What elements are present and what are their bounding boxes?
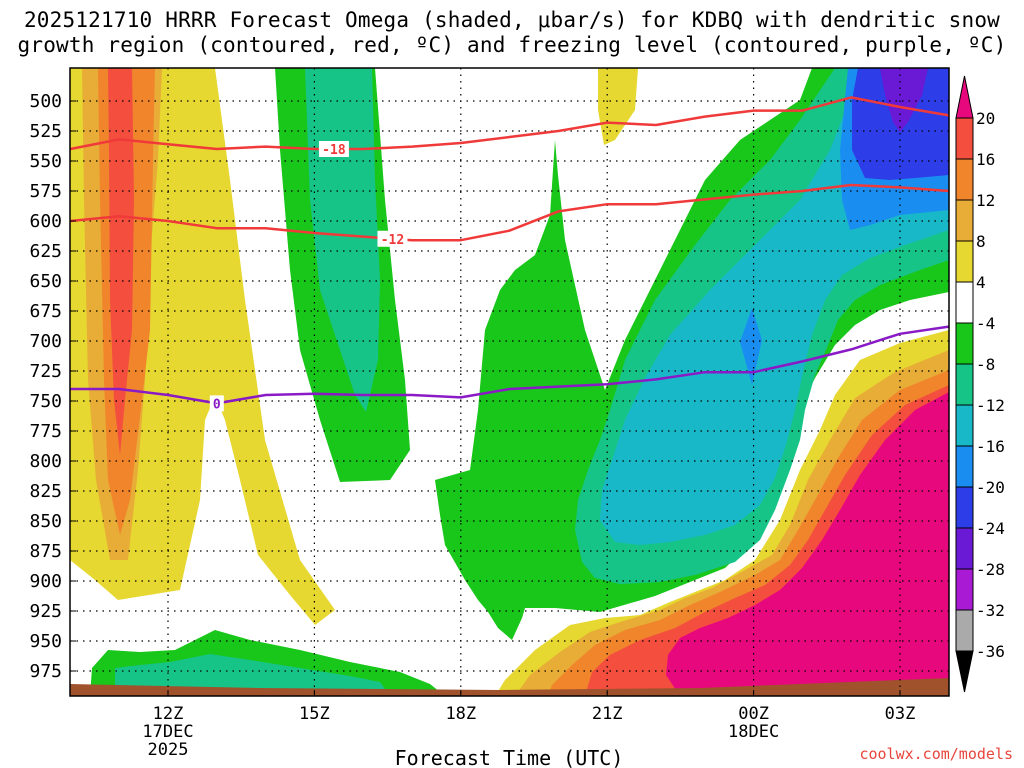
colorbar-label: 4 [976,273,986,292]
colorbar-swatch [955,281,974,324]
colorbar-swatch-bottom [955,650,974,693]
colorbar-swatch [955,199,974,242]
y-tick-label: 750 [29,391,62,412]
y-tick-label: 825 [29,481,62,502]
omega-region-minus16-minus20-spot [740,308,762,385]
y-tick-label: 700 [29,331,62,352]
colorbar-swatch [955,404,974,447]
colorbar-label: -24 [976,519,1005,538]
contour-label-background [318,141,349,157]
colorbar-swatch [955,240,974,283]
colorbar-label: -8 [976,355,995,374]
contour-dgz-minus18 [70,96,949,151]
x-tick-label: 15Z [299,704,330,724]
colorbar-label: 8 [976,232,986,251]
colorbar-label: 20 [976,109,995,128]
contour-label-background [377,230,408,247]
colorbar-swatch [955,158,974,201]
omega-region-minus8-minus12-bottom [115,654,390,696]
y-tick-label: 925 [29,601,62,622]
grid-lines [70,68,949,696]
colorbar-swatch [955,568,974,611]
y-tick-label: 550 [29,151,62,172]
x-tick-label: 03Z [885,704,916,724]
ground-surface [70,678,949,696]
y-tick-label: 500 [29,91,62,112]
y-tick-label: 950 [29,631,62,652]
colorbar-label: 16 [976,150,995,169]
x-tick-label: 12Z [153,704,184,724]
y-axis: 500 525 550 575 600 625 650 675 700 725 750 775 800 8… [29,91,76,682]
colorbar-label: -32 [976,601,1005,620]
colorbar-swatch [955,486,974,529]
colorbar-label: 12 [976,191,995,210]
y-tick-label: 800 [29,451,62,472]
omega-region-gt20-lower-right [666,392,949,696]
chart-title-line2: growth region (contoured, red, ºC) and f… [17,33,1007,57]
colorbar-label: -20 [976,478,1005,497]
contour-label-freezing-level: 0 [213,397,221,412]
colorbar-swatch [955,445,974,488]
colorbar-label: -16 [976,437,1005,456]
chart-title-line1: 2025121710 HRRR Forecast Omega (shaded, … [23,8,1001,32]
colorbar-swatch [955,609,974,652]
x-tick-date-label: 17DEC [142,722,193,742]
y-tick-label: 525 [29,121,62,142]
colorbar-swatch [955,117,974,160]
colorbar-swatch [955,322,974,365]
y-tick-label: 650 [29,271,62,292]
y-tick-label: 675 [29,301,62,322]
y-tick-label: 625 [29,241,62,262]
y-tick-label: 725 [29,361,62,382]
y-tick-label: 975 [29,661,62,682]
contour-layer: -18 -12 0 [70,96,949,412]
y-tick-label: 900 [29,571,62,592]
colorbar-legend: 20 16 12 8 4 -4 -8 -12 -16 -20 -24 -28 -32 -36 [955,75,1005,693]
credit-text: coolwx.com/models [859,745,1013,763]
colorbar-swatch-top [955,75,974,119]
omega-region-4-8-top [598,68,638,145]
x-axis-title: Forecast Time (UTC) [395,746,624,768]
y-tick-label: 850 [29,511,62,532]
colorbar-label: -36 [976,642,1005,661]
y-tick-label: 600 [29,211,62,232]
colorbar-label: -28 [976,560,1005,579]
contour-dgz-minus12 [70,183,949,242]
omega-region-16-20-left [108,68,134,455]
colorbar-label: -12 [976,396,1005,415]
y-tick-label: 875 [29,541,62,562]
x-tick-date-label: 18DEC [728,722,779,742]
colorbar-swatch [955,363,974,406]
contour-label-background [209,395,224,412]
y-tick-label: 575 [29,181,62,202]
x-tick-year-label: 2025 [148,740,189,760]
x-tick-label: 18Z [445,704,476,724]
y-tick-label: 775 [29,421,62,442]
plot-area: -18 -12 0 [70,68,949,696]
plot-frame [69,67,950,697]
colorbar-label: -4 [976,314,995,333]
contour-label-dgz-minus18: -18 [322,143,346,158]
contour-label-dgz-minus12: -12 [381,233,404,248]
omega-region-minus24-minus28 [880,68,928,132]
colorbar-swatch [955,527,974,570]
x-tick-label: 21Z [592,704,623,724]
x-tick-label: 00Z [738,704,769,724]
